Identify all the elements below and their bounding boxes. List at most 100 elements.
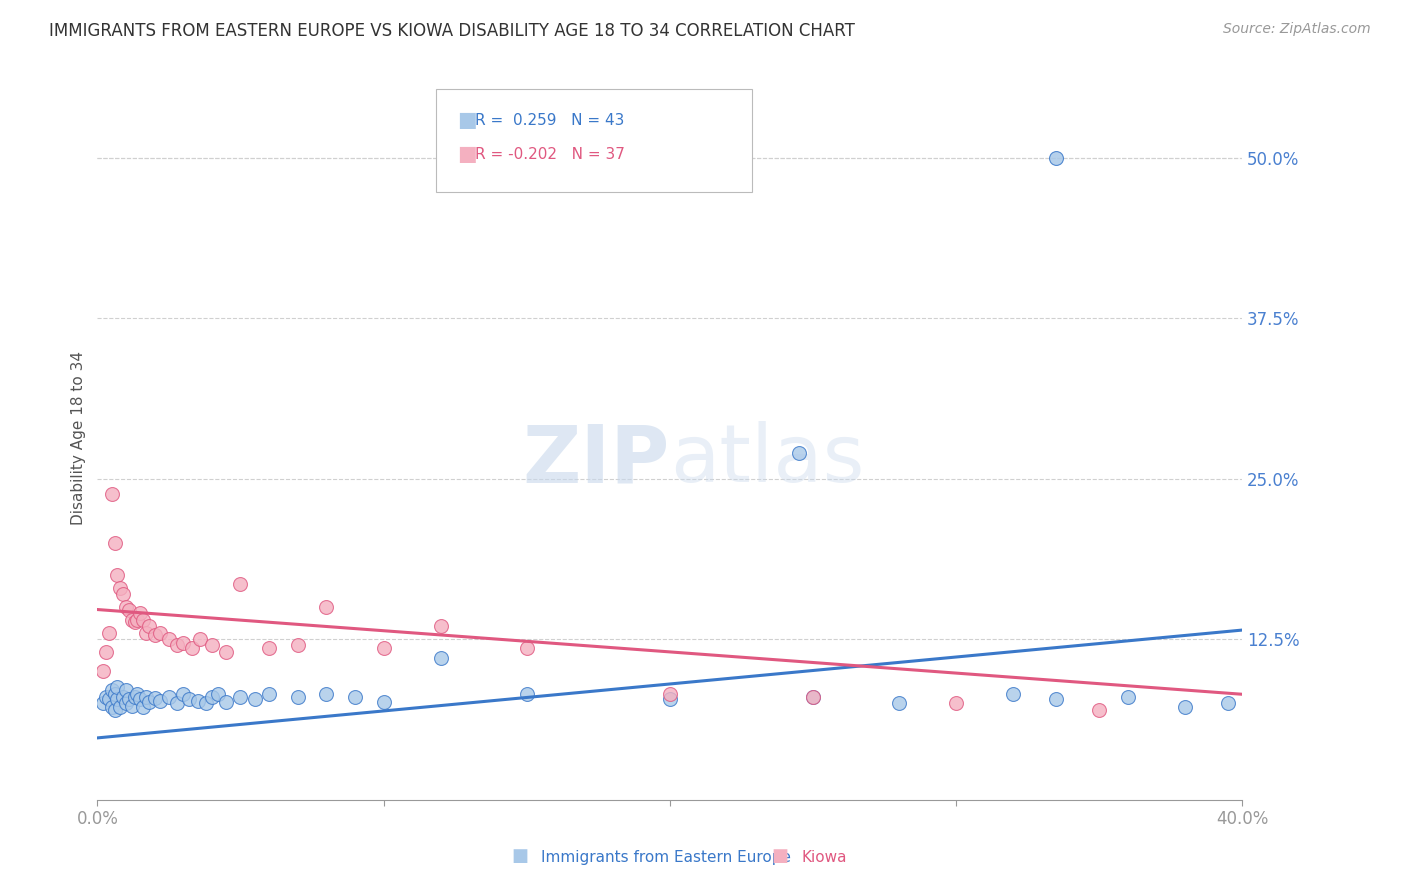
Point xyxy=(149,694,172,708)
Point xyxy=(207,687,229,701)
Point xyxy=(229,690,252,704)
Point xyxy=(115,599,138,614)
Point xyxy=(257,687,280,701)
Text: IMMIGRANTS FROM EASTERN EUROPE VS KIOWA DISABILITY AGE 18 TO 34 CORRELATION CHAR: IMMIGRANTS FROM EASTERN EUROPE VS KIOWA … xyxy=(49,22,855,40)
Point xyxy=(103,687,125,701)
Text: Source: ZipAtlas.com: Source: ZipAtlas.com xyxy=(1223,22,1371,37)
Point xyxy=(287,639,309,653)
Point xyxy=(215,695,238,709)
Point xyxy=(112,587,135,601)
Point xyxy=(801,690,824,704)
Point xyxy=(373,641,395,656)
Point xyxy=(658,692,681,706)
Point xyxy=(166,696,188,710)
Point xyxy=(887,696,910,710)
Point xyxy=(103,703,125,717)
Point xyxy=(201,690,224,704)
Point xyxy=(1045,151,1067,165)
Point xyxy=(103,536,125,550)
Point xyxy=(143,691,166,706)
Point xyxy=(124,690,146,704)
Point xyxy=(94,690,117,704)
Point xyxy=(149,625,172,640)
Point xyxy=(157,632,180,646)
Text: ■: ■ xyxy=(457,145,477,164)
Point xyxy=(135,625,157,640)
Point xyxy=(100,700,122,714)
Point xyxy=(658,687,681,701)
Point xyxy=(110,581,132,595)
Text: Kiowa: Kiowa xyxy=(801,850,846,865)
Point xyxy=(1216,696,1239,710)
Point xyxy=(195,696,218,710)
Point xyxy=(516,687,538,701)
Point xyxy=(516,641,538,656)
Text: ■: ■ xyxy=(457,111,477,130)
Text: R = -0.202   N = 37: R = -0.202 N = 37 xyxy=(475,147,626,161)
Point xyxy=(97,692,120,706)
Point xyxy=(100,683,122,698)
Point xyxy=(105,680,128,694)
Point xyxy=(186,694,208,708)
Point xyxy=(118,692,141,706)
Text: ■: ■ xyxy=(512,847,529,865)
Point xyxy=(430,619,453,633)
Point xyxy=(229,577,252,591)
Point xyxy=(172,687,194,701)
Point xyxy=(138,619,160,633)
Point xyxy=(157,690,180,704)
Point xyxy=(121,698,143,713)
Point xyxy=(201,639,224,653)
Text: ZIP: ZIP xyxy=(523,421,669,500)
Point xyxy=(1088,703,1111,717)
Point xyxy=(315,687,337,701)
Text: ■: ■ xyxy=(772,847,789,865)
Point xyxy=(343,690,366,704)
Point xyxy=(127,613,149,627)
Point xyxy=(373,695,395,709)
Text: R =  0.259   N = 43: R = 0.259 N = 43 xyxy=(475,113,624,128)
Point xyxy=(177,692,200,706)
Point xyxy=(1045,692,1067,706)
Point xyxy=(787,446,810,460)
Point xyxy=(97,625,120,640)
Point xyxy=(143,628,166,642)
Point xyxy=(118,602,141,616)
Point xyxy=(135,690,157,704)
Point xyxy=(112,690,135,704)
Point xyxy=(257,641,280,656)
Point xyxy=(1002,687,1025,701)
Point xyxy=(132,613,155,627)
Text: Immigrants from Eastern Europe: Immigrants from Eastern Europe xyxy=(541,850,792,865)
Point xyxy=(124,615,146,630)
Point xyxy=(129,692,152,706)
Point xyxy=(132,700,155,714)
Point xyxy=(127,687,149,701)
Text: atlas: atlas xyxy=(669,421,865,500)
Point xyxy=(1116,690,1139,704)
Point xyxy=(430,651,453,665)
Point xyxy=(180,641,202,656)
Point xyxy=(115,696,138,710)
Y-axis label: Disability Age 18 to 34: Disability Age 18 to 34 xyxy=(72,351,86,525)
Point xyxy=(129,607,152,621)
Point xyxy=(94,645,117,659)
Point xyxy=(138,695,160,709)
Point xyxy=(110,700,132,714)
Point xyxy=(215,645,238,659)
Point xyxy=(105,567,128,582)
Point xyxy=(105,692,128,706)
Point xyxy=(243,692,266,706)
Point xyxy=(91,696,114,710)
Point xyxy=(287,690,309,704)
Point xyxy=(166,639,188,653)
Point xyxy=(121,613,143,627)
Point xyxy=(801,690,824,704)
Point xyxy=(315,599,337,614)
Point xyxy=(115,683,138,698)
Point xyxy=(1174,700,1197,714)
Point xyxy=(100,487,122,501)
Point xyxy=(172,636,194,650)
Point xyxy=(190,632,212,646)
Point xyxy=(91,664,114,678)
